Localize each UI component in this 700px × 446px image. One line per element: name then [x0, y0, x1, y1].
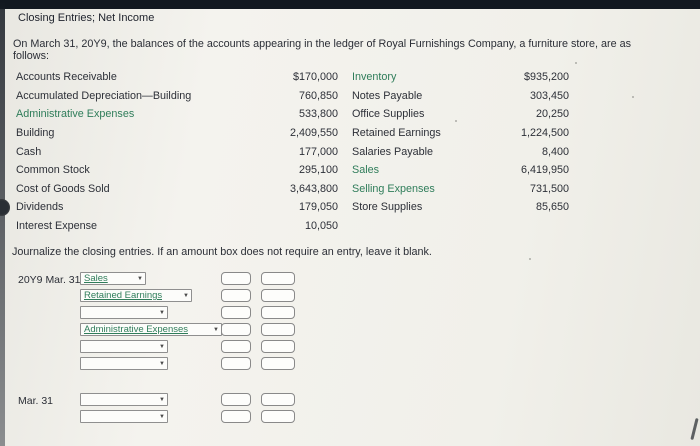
ledger-row: Dividends 179,050 Store Supplies 85,650: [16, 198, 569, 217]
ledger-row: Accumulated Depreciation—Building 760,85…: [16, 87, 569, 106]
dust-speck: [529, 258, 531, 260]
credit-amount-input[interactable]: [261, 340, 295, 353]
account-select[interactable]: ▼: [80, 357, 168, 370]
account-select[interactable]: Retained Earnings ▼: [80, 289, 192, 302]
account-name: Inventory: [352, 71, 397, 84]
account-name: Dividends: [16, 201, 64, 214]
account-name: Notes Payable: [352, 89, 423, 102]
account-amount: 8,400: [541, 145, 569, 158]
credit-amount-input[interactable]: [261, 306, 295, 319]
account-amount: 20,250: [535, 108, 569, 121]
account-amount: 179,050: [298, 201, 338, 214]
account-name: Office Supplies: [352, 108, 425, 121]
dropdown-arrow-icon: ▼: [137, 275, 143, 282]
debit-amount-input[interactable]: [221, 306, 251, 319]
account-amount: 3,643,800: [289, 182, 338, 195]
account-name: Interest Expense: [16, 220, 98, 233]
account-amount: 533,800: [298, 108, 338, 121]
ledger-row: Common Stock 295,100 Sales 6,419,950: [16, 161, 569, 180]
debit-amount-input[interactable]: [221, 410, 251, 423]
account-name: Common Stock: [16, 164, 90, 177]
account-amount: 6,419,950: [520, 164, 569, 177]
account-amount: 10,050: [304, 220, 338, 233]
credit-amount-input[interactable]: [261, 357, 295, 370]
account-name: Sales: [352, 164, 380, 177]
account-select[interactable]: ▼: [80, 410, 168, 423]
dropdown-arrow-icon: ▼: [183, 292, 189, 299]
ledger-row: Building 2,409,550 Retained Earnings 1,2…: [16, 124, 569, 143]
account-amount: 760,850: [298, 89, 338, 102]
account-amount: 85,650: [535, 201, 569, 214]
intro-text: On March 31, 20Y9, the balances of the a…: [13, 38, 631, 62]
debit-amount-input[interactable]: [221, 357, 251, 370]
account-amount: $170,000: [292, 71, 338, 84]
dropdown-arrow-icon: ▼: [213, 326, 219, 333]
left-border: [0, 0, 5, 446]
account-select[interactable]: ▼: [80, 306, 168, 319]
account-name: Accounts Receivable: [16, 71, 117, 84]
dust-speck: [632, 96, 634, 98]
account-name: Accumulated Depreciation—Building: [16, 89, 192, 102]
account-select[interactable]: ▼: [80, 340, 168, 353]
account-amount: 1,224,500: [520, 127, 569, 140]
ledger-row: Accounts Receivable $170,000 Inventory $…: [16, 68, 569, 87]
entry-date: Mar. 31: [18, 395, 54, 407]
left-edge-notch: [0, 199, 10, 216]
debit-amount-input[interactable]: [221, 289, 251, 302]
account-amount: $935,200: [523, 71, 569, 84]
dropdown-arrow-icon: ▼: [159, 343, 165, 350]
edge-smudge: [690, 417, 699, 441]
ledger-row: Cash 177,000 Salaries Payable 8,400: [16, 142, 569, 161]
account-amount: 2,409,550: [289, 127, 338, 140]
entry-date: 20Y9 Mar. 31: [18, 274, 81, 286]
account-amount: 731,500: [529, 182, 569, 195]
debit-amount-input[interactable]: [221, 323, 251, 336]
credit-amount-input[interactable]: [261, 323, 295, 336]
debit-amount-input[interactable]: [221, 340, 251, 353]
credit-amount-input[interactable]: [261, 410, 295, 423]
dropdown-arrow-icon: ▼: [159, 396, 165, 403]
account-select[interactable]: ▼: [80, 393, 168, 406]
credit-amount-input[interactable]: [261, 272, 295, 285]
ledger-table: Accounts Receivable $170,000 Inventory $…: [16, 68, 569, 235]
dropdown-arrow-icon: ▼: [159, 413, 165, 420]
dust-speck: [575, 62, 577, 64]
ledger-row: Interest Expense 10,050: [16, 217, 569, 236]
debit-amount-input[interactable]: [221, 393, 251, 406]
dropdown-arrow-icon: ▼: [159, 309, 165, 316]
debit-amount-input[interactable]: [221, 272, 251, 285]
account-amount: 303,450: [529, 89, 569, 102]
account-amount: 177,000: [298, 145, 338, 158]
account-select[interactable]: Sales ▼: [80, 272, 146, 285]
account-select[interactable]: Administrative Expenses ▼: [80, 323, 222, 336]
selected-account: Retained Earnings: [84, 290, 163, 301]
account-name: Cost of Goods Sold: [16, 182, 110, 195]
selected-account: Administrative Expenses: [84, 324, 189, 335]
account-name: Salaries Payable: [352, 145, 434, 158]
page-title: Closing Entries; Net Income: [18, 12, 155, 24]
account-name: Building: [16, 127, 55, 140]
ledger-row: Administrative Expenses 533,800 Office S…: [16, 105, 569, 124]
selected-account: Sales: [84, 273, 108, 284]
ledger-row: Cost of Goods Sold 3,643,800 Selling Exp…: [16, 180, 569, 199]
dropdown-arrow-icon: ▼: [159, 360, 165, 367]
instruction-text: Journalize the closing entries. If an am…: [12, 246, 432, 258]
account-name: Administrative Expenses: [16, 108, 135, 121]
credit-amount-input[interactable]: [261, 393, 295, 406]
dust-speck: [455, 120, 457, 122]
account-name: Selling Expenses: [352, 182, 435, 195]
account-name: Cash: [16, 145, 42, 158]
account-amount: 295,100: [298, 164, 338, 177]
top-border: [0, 0, 700, 9]
account-name: Store Supplies: [352, 201, 423, 214]
credit-amount-input[interactable]: [261, 289, 295, 302]
account-name: Retained Earnings: [352, 127, 441, 140]
